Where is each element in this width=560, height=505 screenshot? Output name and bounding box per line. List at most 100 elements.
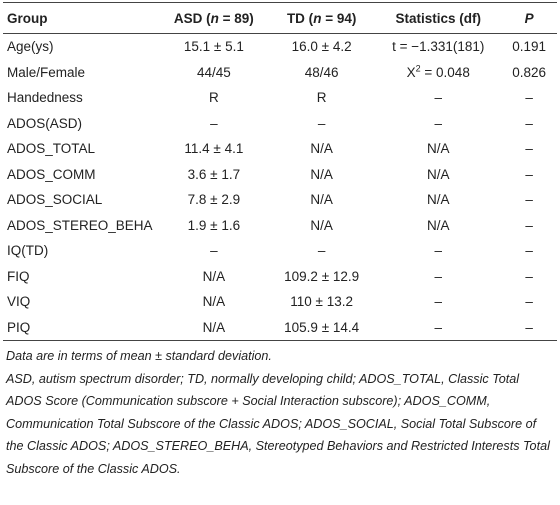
table-cell: N/A	[375, 187, 501, 213]
cell-text: –	[434, 115, 442, 131]
column-header: TD (n = 94)	[268, 2, 376, 34]
cell-text: ADOS_SOCIAL	[7, 192, 103, 208]
cell-text: n	[313, 10, 322, 26]
table-row: VIQ N/A 110 ± 13.2 – –	[3, 289, 557, 315]
cell-text: Male/Female	[7, 64, 86, 80]
cell-text: N/A	[310, 192, 333, 208]
table-cell: –	[501, 187, 557, 213]
cell-text: X	[406, 64, 416, 80]
cell-text: N/A	[202, 268, 226, 284]
table-cell: N/A	[268, 136, 375, 162]
table-cell: –	[501, 289, 557, 315]
table-notes: Data are in terms of mean ± standard dev…	[0, 341, 557, 480]
cell-text: n	[210, 10, 219, 26]
table-cell: –	[268, 238, 375, 264]
cell-text: –	[525, 115, 533, 131]
cell-text: –	[525, 166, 533, 182]
table-cell: 7.8 ± 2.9	[160, 187, 269, 213]
table-row: ADOS(ASD) – – – –	[3, 111, 557, 137]
cell-text: –	[317, 243, 326, 259]
table-cell: ADOS_COMM	[3, 162, 160, 188]
cell-text: 2	[415, 63, 421, 74]
cell-text: N/A	[310, 166, 333, 182]
column-header: P	[501, 2, 557, 34]
cell-text: N/A	[310, 141, 333, 157]
table-cell: –	[268, 111, 375, 137]
cell-text: –	[525, 90, 533, 106]
table-cell: N/A	[268, 213, 375, 239]
cell-text: 11.4 ± 4.1	[184, 141, 244, 157]
cell-text: N/A	[426, 141, 450, 157]
table-row: ADOS_SOCIAL 7.8 ± 2.9 N/A N/A –	[3, 187, 557, 213]
table-cell: Age(ys)	[3, 34, 160, 60]
cell-text: –	[434, 294, 442, 310]
table-row: ADOS_STEREO_BEHA 1.9 ± 1.6 N/A N/A –	[3, 213, 557, 239]
table-cell: 0.826	[501, 60, 557, 86]
cell-text: –	[525, 268, 533, 284]
table-cell: –	[501, 136, 557, 162]
table-cell: N/A	[268, 187, 375, 213]
table-cell: R	[160, 85, 269, 111]
cell-text: ADOS_COMM	[7, 166, 96, 182]
cell-text: –	[434, 243, 442, 259]
cell-text: –	[210, 243, 218, 259]
table-cell: 15.1 ± 5.1	[160, 34, 269, 60]
table-cell: –	[501, 213, 557, 239]
cell-text: –	[525, 243, 533, 259]
cell-text: PIQ	[7, 319, 31, 335]
table-cell: 3.6 ± 1.7	[160, 162, 269, 188]
table-row: IQ(TD) – – – –	[3, 238, 557, 264]
table-cell: N/A	[375, 136, 501, 162]
table-row: Male/Female 44/45 48/46 X2 = 0.048 0.826	[3, 60, 557, 86]
cell-text: 44/45	[196, 64, 231, 80]
table-cell: 16.0 ± 4.2	[268, 34, 375, 60]
cell-text: FIQ	[7, 268, 30, 284]
cell-text: –	[525, 294, 533, 310]
cell-text: Statistics (df)	[395, 10, 481, 26]
footnote: Data are in terms of mean ± standard dev…	[6, 349, 272, 363]
table-cell: –	[501, 85, 557, 111]
cell-text: ASD (	[173, 10, 211, 26]
table-cell: –	[375, 111, 501, 137]
header-row: Group ASD (n = 89) TD (n = 94) Statistics (…	[3, 2, 557, 34]
table-cell: 1.9 ± 1.6	[160, 213, 269, 239]
table-cell: X2 = 0.048	[375, 60, 501, 86]
cell-text: N/A	[202, 319, 226, 335]
table-row: FIQ N/A 109.2 ± 12.9 – –	[3, 264, 557, 290]
cell-text: 3.6 ± 1.7	[187, 166, 241, 182]
cell-text: TD (	[286, 10, 314, 26]
cell-text: 0.191	[512, 39, 547, 55]
table-cell: ADOS_TOTAL	[3, 136, 160, 162]
cell-text: ADOS_TOTAL	[7, 141, 96, 157]
cell-text: = 89)	[218, 10, 254, 26]
table-cell: –	[501, 111, 557, 137]
cell-text: –	[525, 141, 533, 157]
table-cell: 0.191	[501, 34, 557, 60]
cell-text: Age(ys)	[7, 39, 54, 55]
table-cell: VIQ	[3, 289, 160, 315]
cell-text: R	[316, 90, 327, 106]
cell-text: 110 ± 13.2	[290, 294, 353, 310]
table-cell: FIQ	[3, 264, 160, 290]
data-table: Group ASD (n = 89) TD (n = 94) Statistics (…	[3, 2, 557, 341]
table-cell: ADOS_STEREO_BEHA	[3, 213, 160, 239]
table-cell: 11.4 ± 4.1	[160, 136, 269, 162]
cell-text: Group	[7, 10, 48, 26]
table-header: Group ASD (n = 89) TD (n = 94) Statistics (…	[3, 2, 557, 34]
cell-text: 1.9 ± 1.6	[187, 217, 241, 233]
cell-text: N/A	[426, 166, 450, 182]
table-cell: R	[268, 85, 375, 111]
table-cell: 48/46	[268, 60, 375, 86]
column-header: Group	[3, 2, 160, 34]
table-cell: Male/Female	[3, 60, 160, 86]
cell-text: 48/46	[304, 64, 339, 80]
cell-text: ADOS_STEREO_BEHA	[7, 217, 153, 233]
table-cell: –	[375, 85, 501, 111]
table-cell: 110 ± 13.2	[268, 289, 375, 315]
cell-text: –	[434, 319, 442, 335]
cell-text: VIQ	[7, 294, 31, 310]
table-row: ADOS_TOTAL 11.4 ± 4.1 N/A N/A –	[3, 136, 557, 162]
cell-text: 109.2 ± 12.9	[284, 268, 360, 284]
cell-text: = 0.048	[420, 64, 470, 80]
